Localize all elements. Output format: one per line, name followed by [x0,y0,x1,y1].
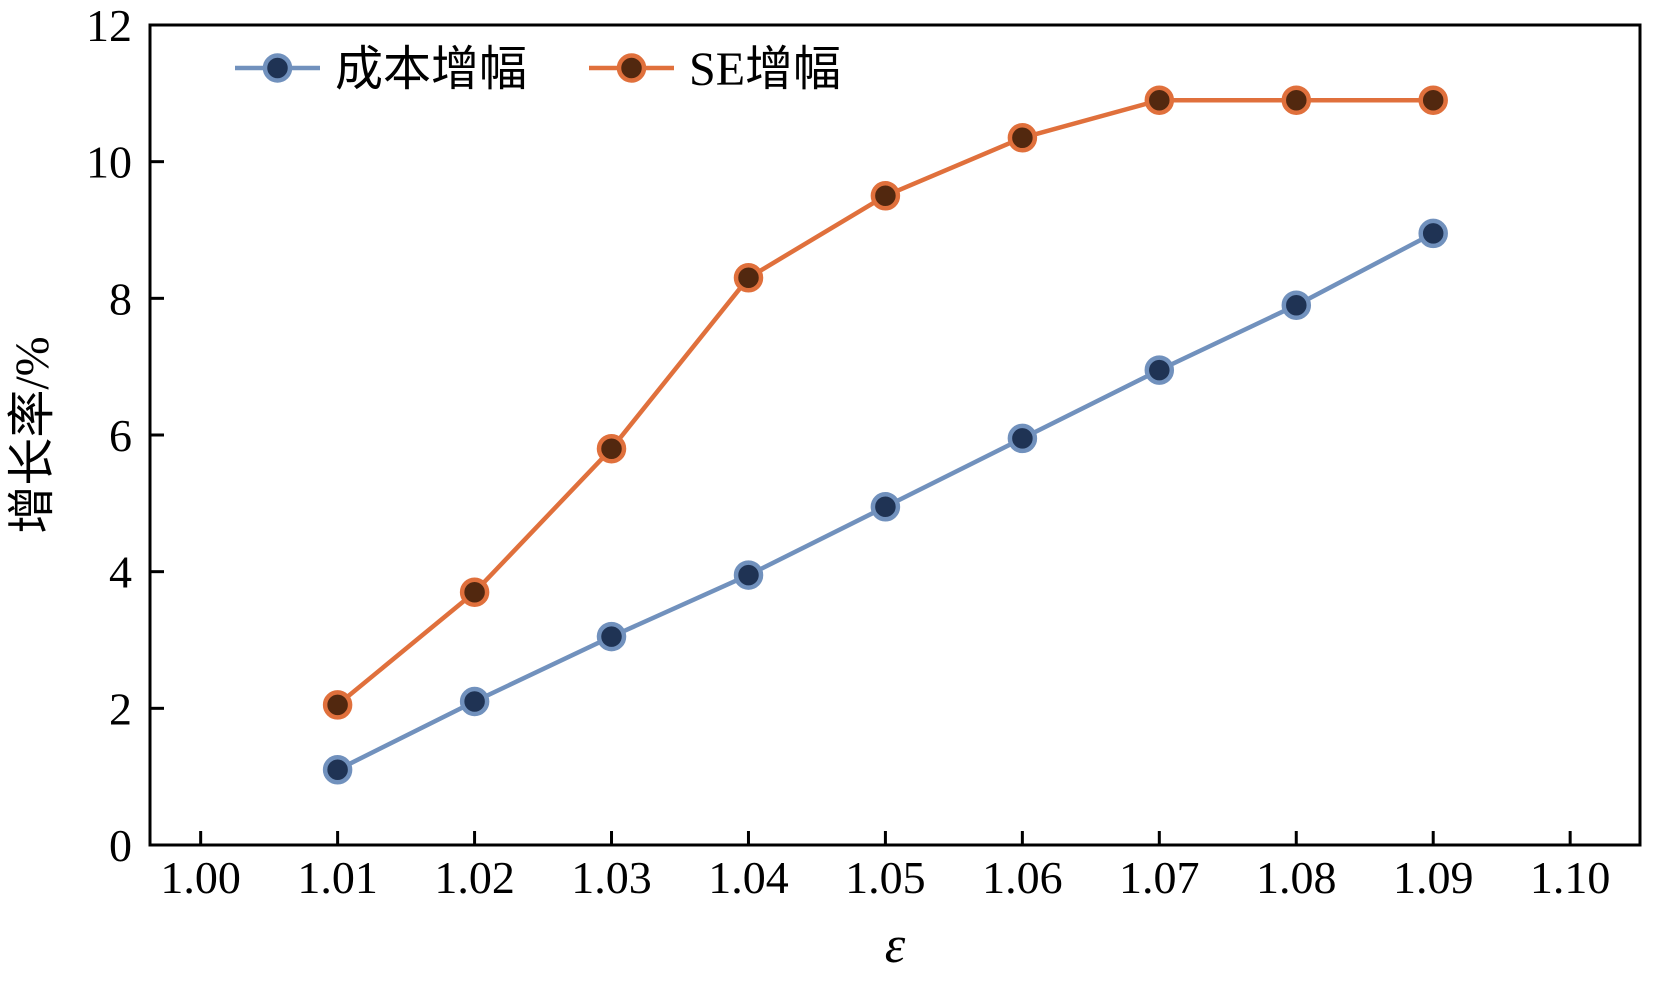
x-tick-label: 1.10 [1530,852,1611,903]
data-point-series-1 [596,433,627,464]
data-point-series-0 [733,560,764,590]
legend-entry-0: 成本增幅 [235,43,527,96]
data-point-series-0 [596,621,627,652]
x-axis-label: ε [885,917,906,974]
legend-label: SE增幅 [689,43,841,96]
y-tick-label: 8 [109,273,132,324]
x-tick-label: 1.09 [1393,852,1474,903]
data-point-series-1 [1418,85,1448,115]
legend-marker-sample [262,53,293,83]
data-point-series-1 [733,263,764,293]
x-tick-label: 1.00 [160,852,241,903]
x-tick-label: 1.07 [1119,852,1200,903]
y-tick-label: 2 [109,683,132,734]
data-point-series-0 [1418,218,1448,249]
x-tick-label: 1.03 [571,852,652,903]
data-point-series-0 [870,492,901,522]
legend-marker-sample [616,53,647,83]
data-point-series-1 [870,181,901,211]
x-tick-label: 1.06 [982,852,1063,903]
y-tick-label: 4 [109,547,132,598]
data-point-series-0 [1144,355,1175,385]
data-point-series-0 [322,755,353,785]
y-axis-label: 增长率/% [6,336,59,533]
data-point-series-0 [459,686,490,717]
y-tick-label: 12 [86,0,132,51]
plot-border [148,23,1642,847]
data-point-series-0 [1281,290,1312,320]
y-tick-label: 0 [109,820,132,871]
x-tick-label: 1.05 [845,852,926,903]
legend-label: 成本增幅 [335,43,527,96]
data-point-series-1 [322,690,353,720]
data-point-series-1 [1281,85,1312,115]
x-tick-label: 1.02 [434,852,515,903]
y-tick-label: 6 [109,410,132,461]
x-tick-label: 1.08 [1256,852,1337,903]
legend-entry-1: SE增幅 [589,43,841,96]
y-tick-label: 10 [86,137,132,188]
data-point-series-1 [1144,85,1175,115]
data-point-series-1 [459,577,490,607]
x-tick-label: 1.04 [708,852,789,903]
data-point-series-1 [1007,123,1038,153]
data-point-series-0 [1007,423,1038,454]
x-tick-label: 1.01 [297,852,378,903]
